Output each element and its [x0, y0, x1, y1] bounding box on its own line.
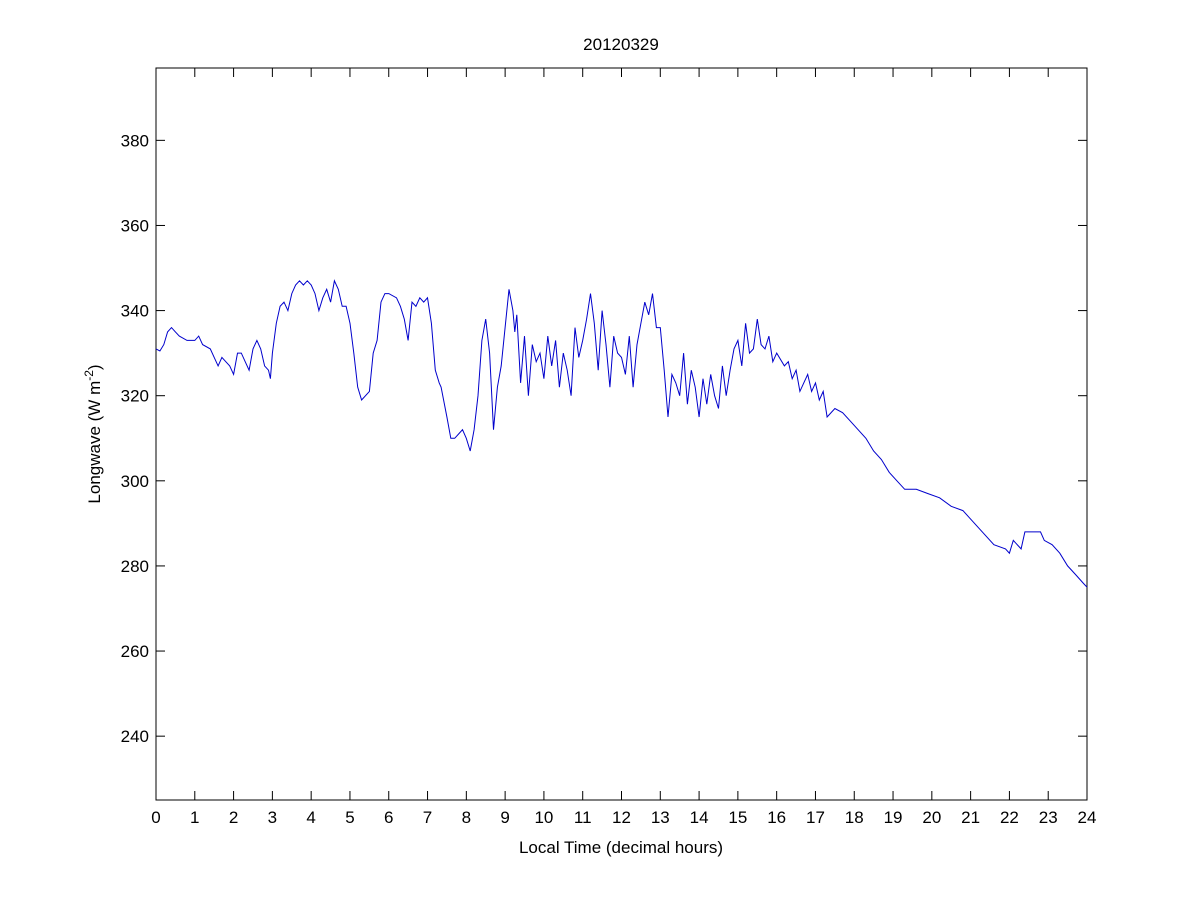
x-tick-label: 5: [345, 808, 354, 827]
x-tick-label: 15: [728, 808, 747, 827]
plot-area: [155, 67, 1088, 801]
y-tick-label: 340: [121, 302, 149, 321]
x-axis-label: Local Time (decimal hours): [519, 838, 723, 857]
x-tick-label: 8: [462, 808, 471, 827]
chart-title: 20120329: [583, 35, 659, 54]
x-tick-label: 2: [229, 808, 238, 827]
y-axis-label-main: Longwave (W m: [85, 381, 104, 504]
x-tick-label: 9: [500, 808, 509, 827]
y-tick-label: 360: [121, 216, 149, 235]
x-tick-label: 22: [1000, 808, 1019, 827]
x-tick-label: 3: [268, 808, 277, 827]
y-tick-label: 240: [121, 727, 149, 746]
x-tick-label: 10: [534, 808, 553, 827]
x-tick-label: 24: [1078, 808, 1097, 827]
x-tick-label: 21: [961, 808, 980, 827]
y-axis-label-sup: -2: [82, 370, 96, 381]
x-tick-label: 19: [884, 808, 903, 827]
series-line-longwave: [155, 279, 1088, 588]
x-tick-label: 4: [306, 808, 315, 827]
x-tick-label: 16: [767, 808, 786, 827]
x-tick-label: 11: [574, 808, 592, 827]
x-tick-label: 7: [423, 808, 432, 827]
y-tick-label: 260: [121, 642, 149, 661]
y-axis-label: Longwave (W m-2): [82, 364, 104, 503]
x-tick-label: 17: [806, 808, 825, 827]
y-tick-label: 280: [121, 557, 149, 576]
y-tick-label: 300: [121, 472, 149, 491]
x-tick-label: 13: [651, 808, 670, 827]
x-tick-label: 14: [690, 808, 709, 827]
y-tick-label: 320: [121, 387, 149, 406]
x-tick-label: 18: [845, 808, 864, 827]
x-tick-label: 0: [151, 808, 160, 827]
y-axis-label-close: ): [85, 364, 104, 370]
x-tick-label: 12: [612, 808, 631, 827]
x-tick-label: 20: [922, 808, 941, 827]
x-tick-label: 1: [190, 808, 199, 827]
x-tick-label: 6: [384, 808, 393, 827]
y-tick-label: 380: [121, 131, 149, 150]
x-tick-label: 23: [1039, 808, 1058, 827]
